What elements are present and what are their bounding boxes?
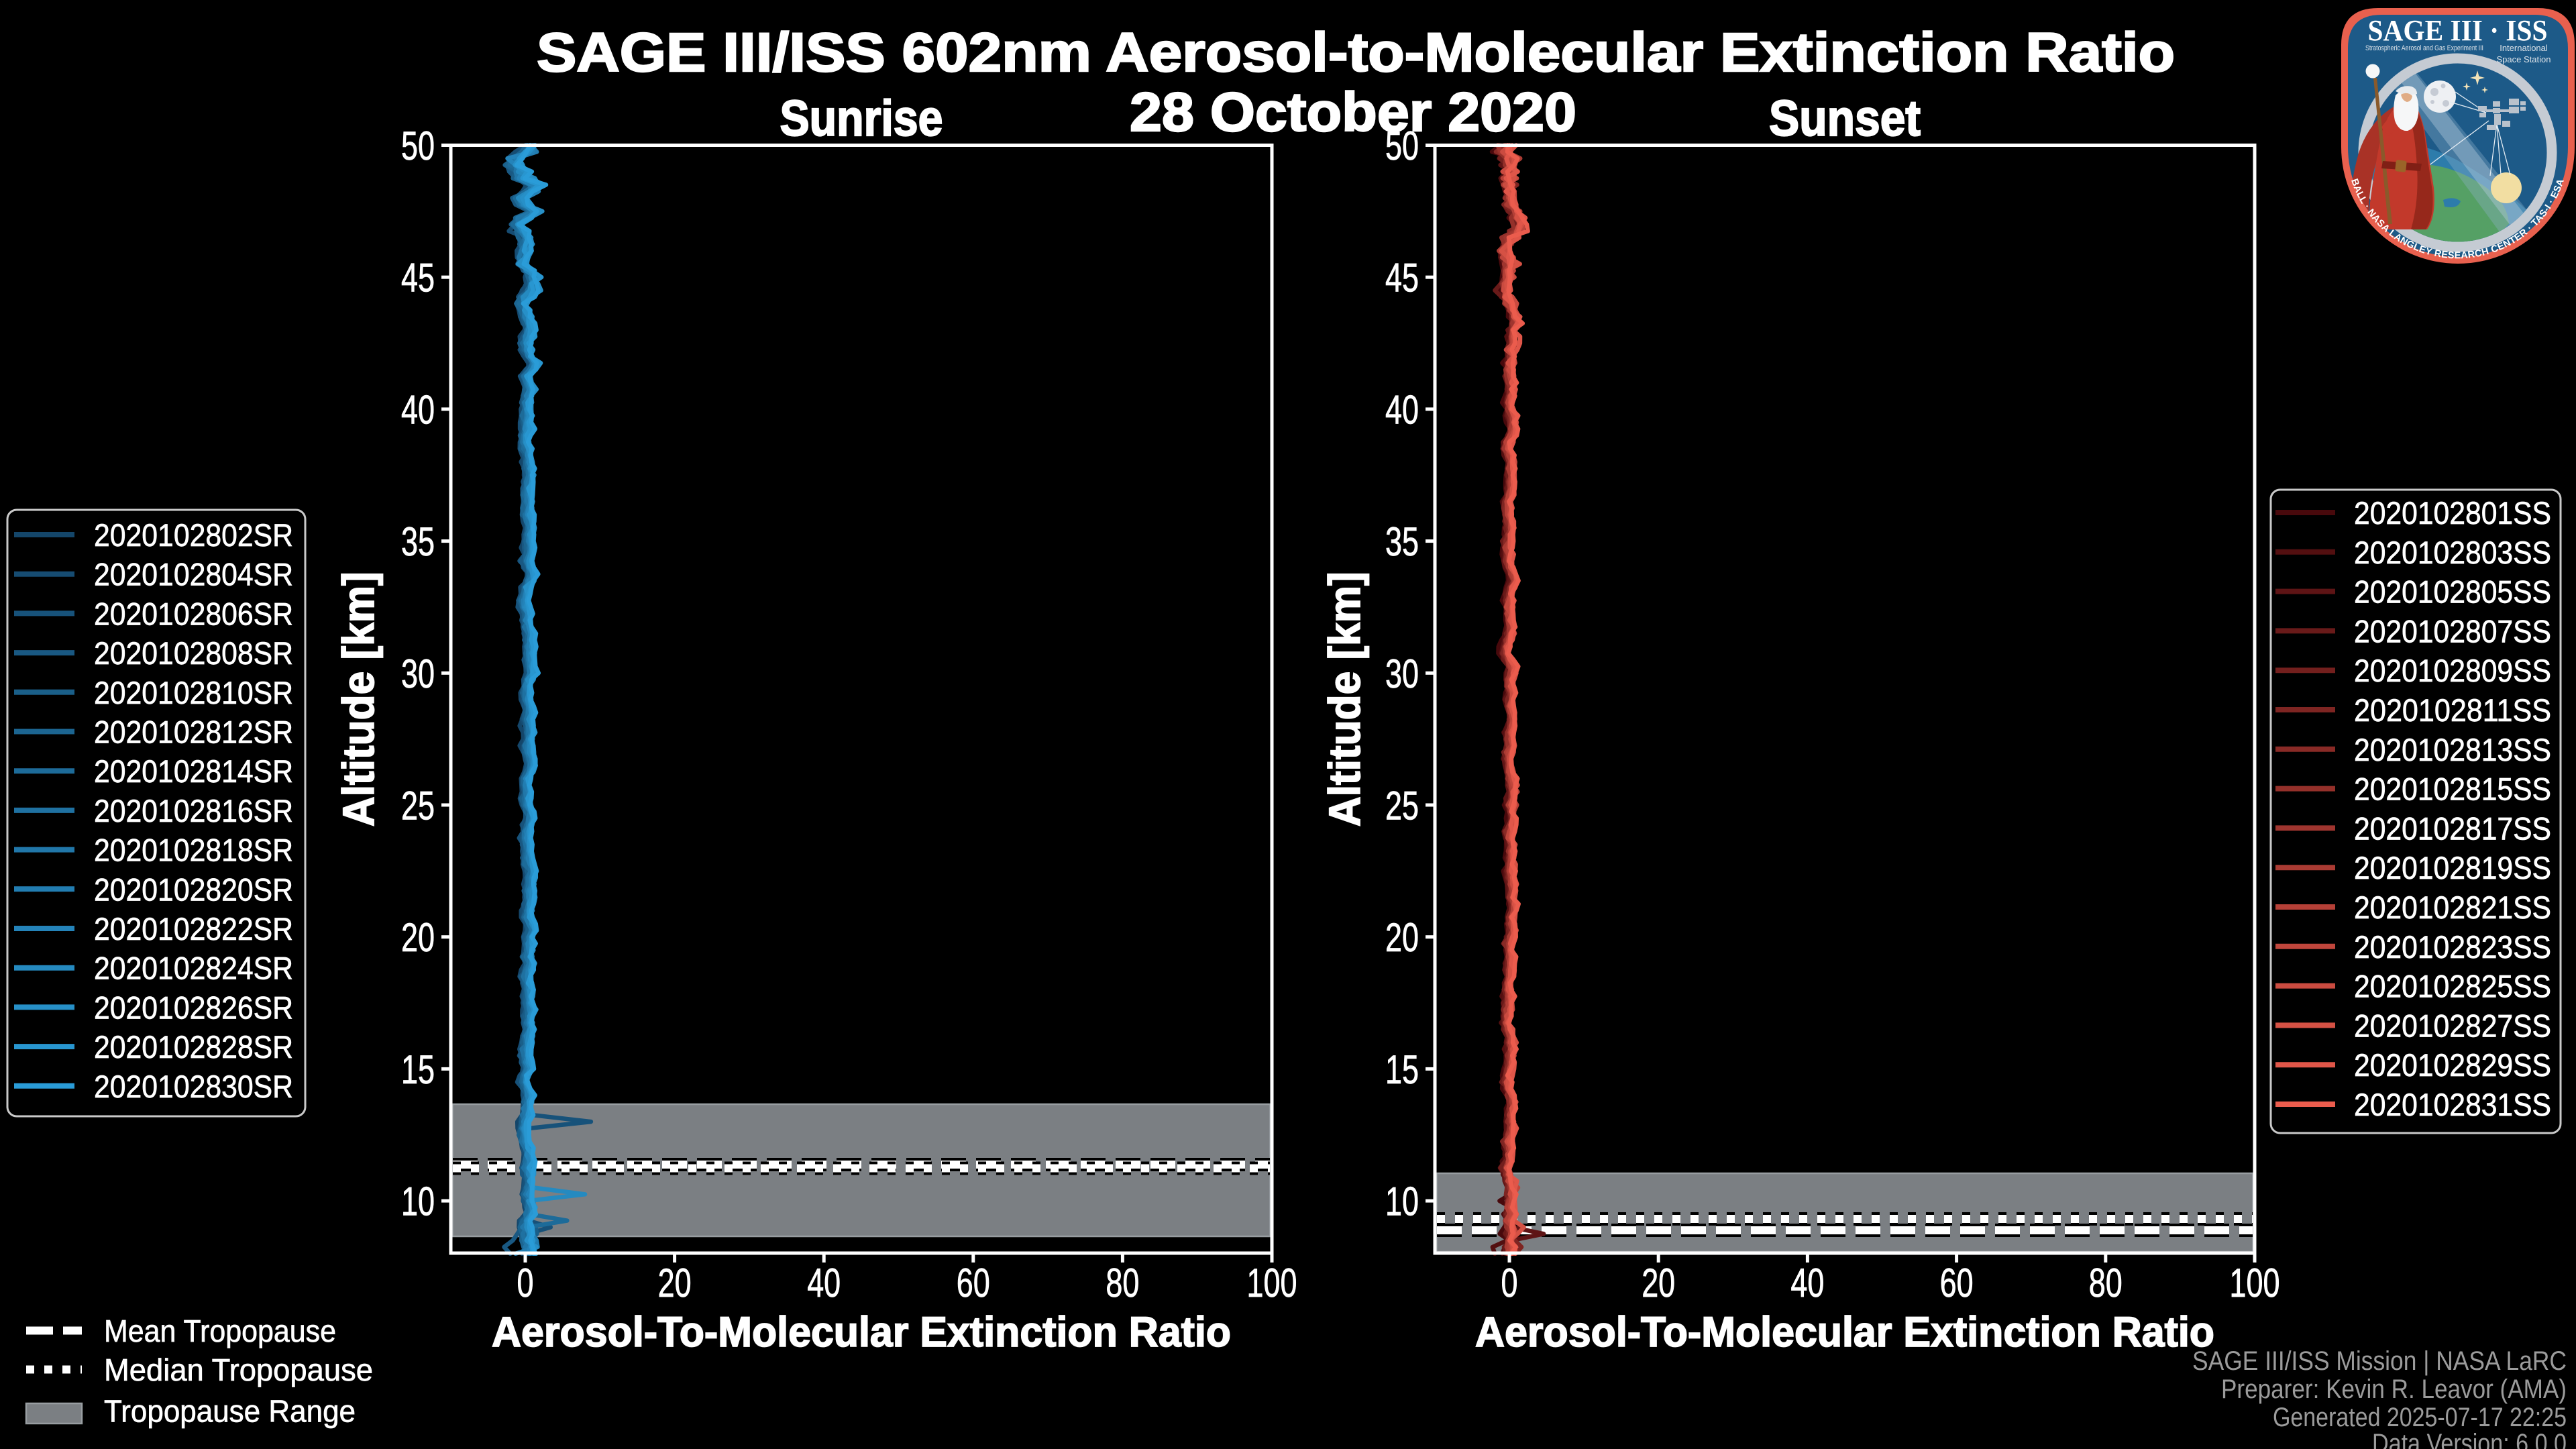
svg-text:Median Tropopause: Median Tropopause xyxy=(104,1352,373,1387)
svg-text:2020102811SS: 2020102811SS xyxy=(2354,692,2551,728)
svg-text:50: 50 xyxy=(1385,123,1419,168)
svg-text:Stratospheric Aerosol and Gas: Stratospheric Aerosol and Gas Experiment… xyxy=(2365,44,2483,52)
svg-text:Generated 2025-07-17 22:25: Generated 2025-07-17 22:25 xyxy=(2273,1403,2567,1432)
svg-text:100: 100 xyxy=(1247,1260,1297,1305)
svg-text:2020102810SR: 2020102810SR xyxy=(94,675,293,710)
svg-text:2020102816SR: 2020102816SR xyxy=(94,793,293,828)
svg-text:60: 60 xyxy=(957,1260,990,1305)
svg-text:2020102830SR: 2020102830SR xyxy=(94,1069,293,1104)
svg-text:2020102824SR: 2020102824SR xyxy=(94,951,293,986)
svg-text:100: 100 xyxy=(2230,1260,2280,1305)
svg-text:Sunrise: Sunrise xyxy=(780,90,943,146)
svg-text:40: 40 xyxy=(1790,1260,1824,1305)
svg-text:2020102821SS: 2020102821SS xyxy=(2354,890,2551,925)
svg-text:10: 10 xyxy=(1385,1179,1419,1224)
svg-text:15: 15 xyxy=(1385,1047,1419,1092)
svg-text:2020102819SS: 2020102819SS xyxy=(2354,850,2551,885)
svg-text:2020102827SS: 2020102827SS xyxy=(2354,1008,2551,1043)
svg-text:25: 25 xyxy=(1385,784,1419,828)
svg-text:2020102826SR: 2020102826SR xyxy=(94,989,293,1025)
svg-text:2020102818SR: 2020102818SR xyxy=(94,833,293,868)
svg-text:2020102813SS: 2020102813SS xyxy=(2354,732,2551,767)
svg-text:0: 0 xyxy=(1501,1260,1518,1305)
svg-text:80: 80 xyxy=(1106,1260,1139,1305)
svg-text:40: 40 xyxy=(807,1260,841,1305)
svg-text:45: 45 xyxy=(1385,256,1419,301)
svg-text:2020102806SR: 2020102806SR xyxy=(94,596,293,631)
svg-text:2020102812SR: 2020102812SR xyxy=(94,714,293,750)
svg-text:2020102820SR: 2020102820SR xyxy=(94,871,293,907)
svg-text:40: 40 xyxy=(401,387,435,432)
svg-text:2020102815SS: 2020102815SS xyxy=(2354,771,2551,807)
svg-text:SAGE III/ISS Mission | NASA La: SAGE III/ISS Mission | NASA LaRC xyxy=(2192,1346,2567,1376)
svg-text:35: 35 xyxy=(401,519,435,564)
svg-text:25: 25 xyxy=(401,784,435,828)
svg-text:28 October 2020: 28 October 2020 xyxy=(1130,82,1576,143)
svg-text:0: 0 xyxy=(517,1260,534,1305)
svg-text:50: 50 xyxy=(401,123,435,168)
svg-text:Preparer: Kevin R. Leavor (AMA: Preparer: Kevin R. Leavor (AMA) xyxy=(2221,1375,2567,1404)
svg-text:Altitude [km]: Altitude [km] xyxy=(333,572,383,826)
svg-text:2020102828SR: 2020102828SR xyxy=(94,1029,293,1065)
svg-text:International: International xyxy=(2500,43,2548,53)
svg-text:Aerosol-To-Molecular Extinctio: Aerosol-To-Molecular Extinction Ratio xyxy=(492,1309,1231,1356)
svg-text:2020102805SS: 2020102805SS xyxy=(2354,574,2551,610)
svg-text:Sunset: Sunset xyxy=(1769,90,1921,146)
svg-text:2020102823SS: 2020102823SS xyxy=(2354,929,2551,965)
svg-text:60: 60 xyxy=(1940,1260,1974,1305)
svg-text:20: 20 xyxy=(1385,915,1419,960)
svg-text:20: 20 xyxy=(401,915,435,960)
svg-text:SAGE III/ISS 602nm Aerosol-to-: SAGE III/ISS 602nm Aerosol-to-Molecular … xyxy=(537,22,2175,83)
svg-text:2020102831SS: 2020102831SS xyxy=(2354,1087,2551,1122)
svg-text:35: 35 xyxy=(1385,519,1419,564)
svg-text:Mean Tropopause: Mean Tropopause xyxy=(104,1313,336,1348)
svg-text:2020102808SR: 2020102808SR xyxy=(94,635,293,671)
svg-text:Data Version: 6.0.0: Data Version: 6.0.0 xyxy=(2372,1429,2567,1449)
svg-text:Space Station: Space Station xyxy=(2497,54,2551,64)
svg-text:20: 20 xyxy=(658,1260,692,1305)
svg-text:2020102814SR: 2020102814SR xyxy=(94,753,293,789)
svg-text:2020102803SS: 2020102803SS xyxy=(2354,535,2551,570)
svg-text:2020102822SR: 2020102822SR xyxy=(94,911,293,947)
svg-text:30: 30 xyxy=(401,651,435,696)
svg-text:2020102807SS: 2020102807SS xyxy=(2354,613,2551,649)
svg-text:Aerosol-To-Molecular Extinctio: Aerosol-To-Molecular Extinction Ratio xyxy=(1475,1309,2214,1356)
svg-text:40: 40 xyxy=(1385,387,1419,432)
svg-text:2020102829SS: 2020102829SS xyxy=(2354,1047,2551,1083)
svg-text:15: 15 xyxy=(401,1047,435,1092)
svg-text:2020102817SS: 2020102817SS xyxy=(2354,810,2551,846)
svg-text:2020102802SR: 2020102802SR xyxy=(94,517,293,553)
svg-text:SAGE III · ISS: SAGE III · ISS xyxy=(2368,14,2548,47)
svg-text:2020102804SR: 2020102804SR xyxy=(94,557,293,592)
svg-text:Altitude [km]: Altitude [km] xyxy=(1320,572,1369,826)
svg-text:30: 30 xyxy=(1385,651,1419,696)
svg-text:45: 45 xyxy=(401,256,435,301)
svg-text:10: 10 xyxy=(401,1179,435,1224)
svg-text:2020102825SS: 2020102825SS xyxy=(2354,969,2551,1004)
svg-text:2020102809SS: 2020102809SS xyxy=(2354,653,2551,688)
svg-text:80: 80 xyxy=(2089,1260,2123,1305)
svg-text:20: 20 xyxy=(1642,1260,1675,1305)
svg-text:Tropopause Range: Tropopause Range xyxy=(104,1394,356,1429)
svg-text:2020102801SS: 2020102801SS xyxy=(2354,495,2551,531)
